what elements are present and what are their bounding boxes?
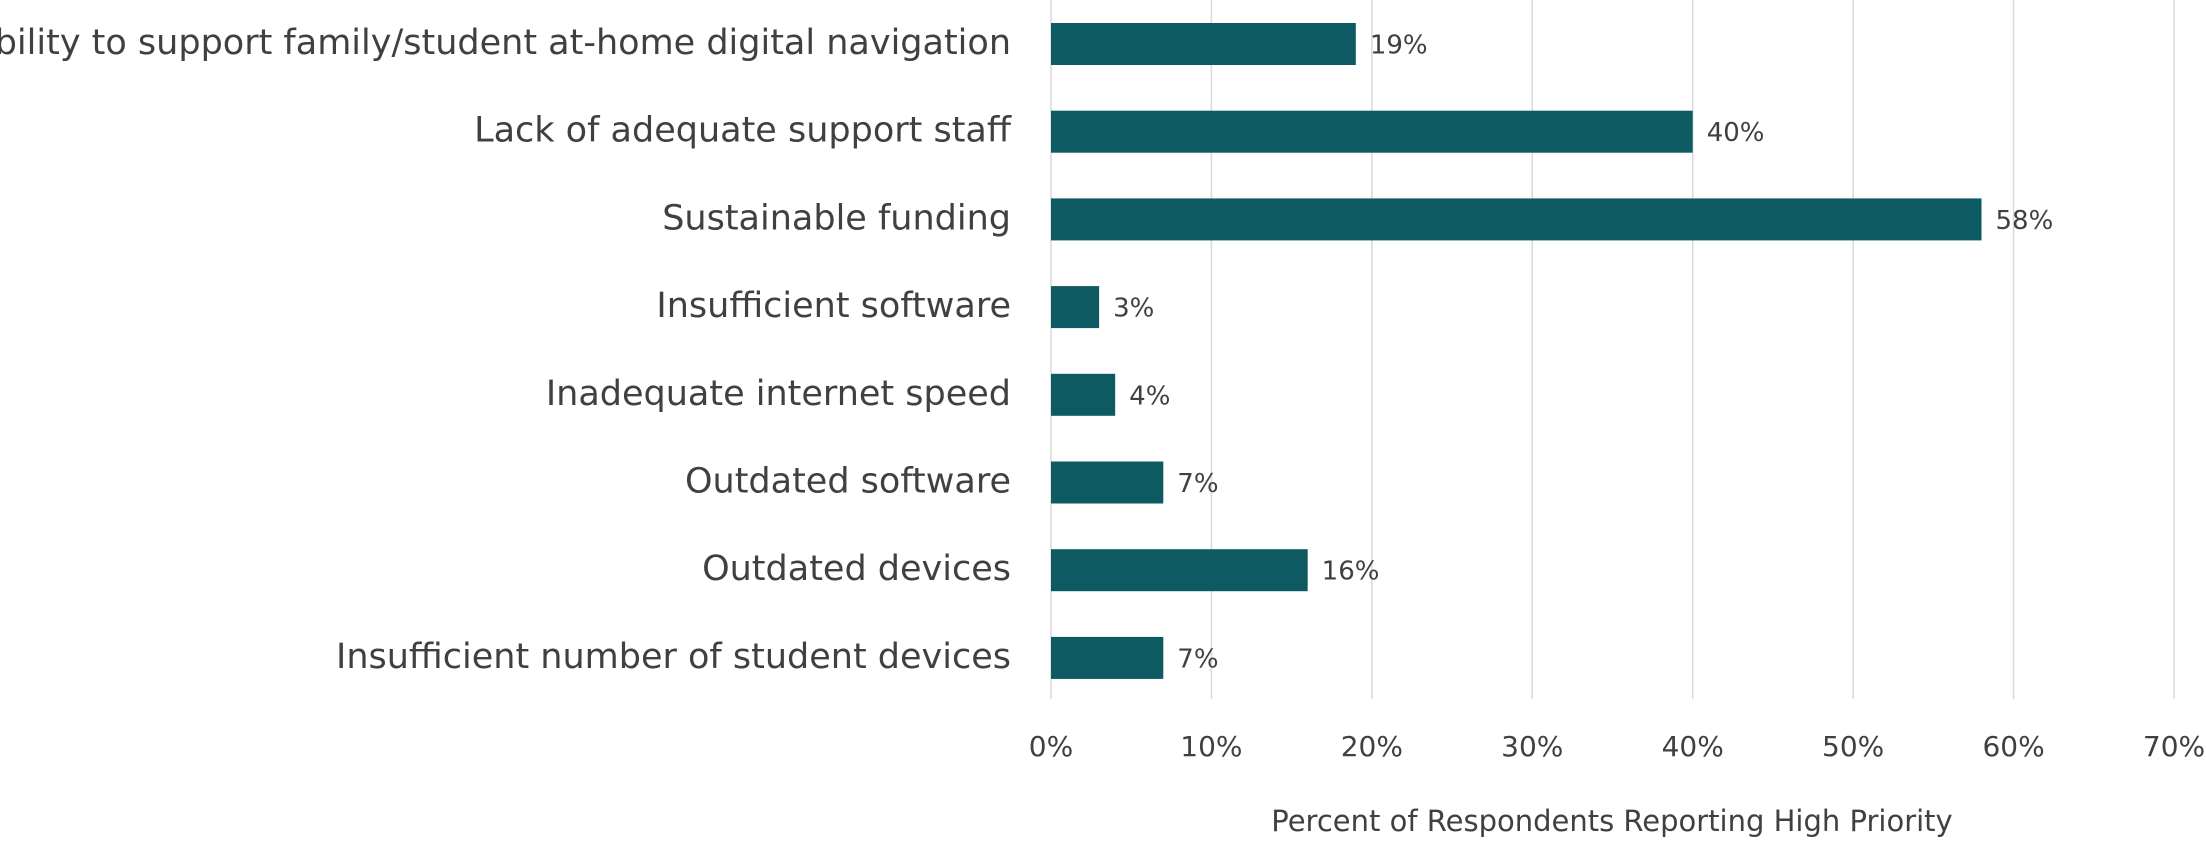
y-tick-label: Outdated devices: [702, 549, 1011, 589]
y-tick-label: Lack of adequate support staff: [474, 111, 1012, 151]
y-tick-label: Sustainable funding: [662, 198, 1011, 238]
bar: [1051, 549, 1308, 592]
x-axis-title: Percent of Respondents Reporting High Pr…: [1271, 804, 1952, 838]
value-label: 3%: [1113, 294, 1154, 324]
bar: [1051, 110, 1693, 153]
x-tick-label: 60%: [1982, 730, 2044, 763]
bar: [1051, 461, 1164, 504]
y-tick-label: Inability to support family/student at-h…: [0, 23, 1011, 63]
value-label: 16%: [1322, 557, 1380, 587]
y-tick-label: Insufficient number of student devices: [336, 637, 1011, 677]
x-tick-label: 30%: [1501, 730, 1563, 763]
x-tick-label: 10%: [1180, 730, 1242, 763]
value-label: 40%: [1707, 118, 1765, 148]
x-tick-label: 70%: [2143, 730, 2205, 763]
bar: [1051, 373, 1116, 416]
x-tick-label: 40%: [1662, 730, 1724, 763]
y-tick-label: Insufficient software: [656, 286, 1011, 326]
x-tick-label: 50%: [1822, 730, 1884, 763]
x-tick-label: 20%: [1341, 730, 1403, 763]
y-tick-label: Inadequate internet speed: [546, 374, 1011, 414]
value-label: 7%: [1177, 469, 1218, 499]
value-label: 7%: [1177, 644, 1218, 674]
bar: [1051, 636, 1164, 679]
value-label: 4%: [1129, 381, 1170, 411]
bar: [1051, 198, 1982, 241]
value-label: 58%: [1995, 206, 2053, 236]
y-tick-label: Outdated software: [685, 462, 1011, 502]
bar: [1051, 286, 1100, 329]
x-tick-label: 0%: [1029, 730, 1073, 763]
bar: [1051, 23, 1356, 65]
value-label: 19%: [1370, 31, 1428, 61]
